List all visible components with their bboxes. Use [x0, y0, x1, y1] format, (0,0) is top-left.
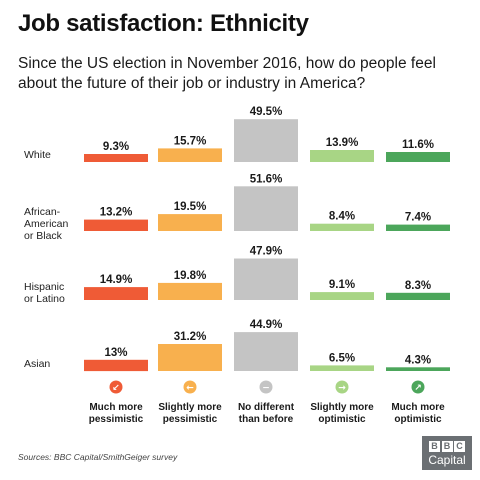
category-label: Asian	[24, 358, 50, 370]
category-label: White	[24, 149, 51, 161]
bar-much_more_optimistic-3	[386, 367, 450, 371]
bar-slightly_more_optimistic-1	[310, 223, 374, 231]
bar-much_more_optimistic-0	[386, 152, 450, 162]
data-label: 11.6%	[402, 139, 434, 151]
slightly-more-optimistic-icon	[335, 380, 349, 394]
legend-label: than before	[239, 414, 294, 425]
bar-slightly_more_optimistic-2	[310, 292, 374, 300]
logo-letter: B	[429, 441, 440, 452]
much-more-pessimistic-icon-glyph: ↙	[112, 384, 120, 394]
data-label: 19.8%	[174, 270, 207, 282]
bar-no_different-3	[234, 332, 298, 371]
bar-much_more_optimistic-1	[386, 224, 450, 231]
legend-label: Much more	[89, 402, 143, 413]
source-note: Sources: BBC Capital/SmithGeiger survey	[18, 452, 178, 462]
logo-word: Capital	[428, 453, 466, 467]
legend-label: optimistic	[318, 414, 366, 425]
logo-letter: B	[441, 441, 453, 452]
bar-slightly_more_pessimistic-2	[158, 282, 222, 300]
legend-label: Much more	[391, 402, 445, 413]
bar-much_more_pessimistic-1	[84, 219, 148, 231]
data-label: 7.4%	[405, 212, 431, 224]
category-label: African-	[24, 206, 61, 218]
much-more-optimistic-icon-glyph: ↗	[414, 384, 422, 394]
data-label: 47.9%	[250, 246, 283, 258]
data-label: 8.3%	[405, 280, 431, 292]
bar-much_more_pessimistic-2	[84, 287, 148, 300]
chart-title: Job satisfaction: Ethnicity	[18, 10, 309, 37]
bar-much_more_optimistic-2	[386, 292, 450, 300]
data-label: 4.3%	[405, 354, 431, 366]
category-label: Hispanic	[24, 281, 64, 293]
legend-label: Slightly more	[158, 402, 222, 413]
legend-label: No different	[238, 402, 295, 413]
data-label: 19.5%	[174, 201, 207, 213]
data-label: 49.5%	[250, 106, 283, 118]
bar-much_more_pessimistic-0	[84, 154, 148, 162]
legend-label: pessimistic	[89, 414, 144, 425]
bbc-capital-logo: B B C Capital	[422, 436, 472, 470]
data-label: 8.4%	[329, 211, 355, 223]
no-different-icon	[259, 380, 273, 394]
data-label: 13.9%	[326, 137, 359, 149]
data-label: 51.6%	[250, 173, 283, 185]
legend-label: optimistic	[394, 414, 442, 425]
data-label: 44.9%	[250, 319, 283, 331]
category-label: American	[24, 218, 69, 230]
no-different-icon-glyph: −	[262, 384, 270, 394]
bar-much_more_pessimistic-3	[84, 359, 148, 372]
data-label: 9.1%	[329, 279, 355, 291]
bar-slightly_more_pessimistic-0	[158, 148, 222, 162]
data-label: 15.7%	[174, 135, 207, 147]
bar-no_different-0	[234, 119, 298, 162]
data-label: 13%	[104, 347, 127, 359]
bar-no_different-1	[234, 186, 298, 231]
slightly-more-optimistic-icon-glyph: →	[338, 384, 346, 394]
legend-label: pessimistic	[163, 414, 218, 425]
bar-no_different-2	[234, 258, 298, 300]
logo-letter: C	[454, 441, 465, 452]
data-label: 9.3%	[103, 141, 129, 153]
legend-label: Slightly more	[310, 402, 374, 413]
data-label: 6.5%	[329, 352, 355, 364]
category-label: or Black	[24, 230, 63, 242]
bar-slightly_more_pessimistic-3	[158, 344, 222, 371]
category-label: or Latino	[24, 293, 65, 305]
data-label: 13.2%	[100, 207, 133, 219]
bar-slightly_more_optimistic-3	[310, 365, 374, 371]
data-label: 31.2%	[174, 331, 207, 343]
much-more-optimistic-icon	[411, 380, 425, 394]
slightly-more-pessimistic-icon-glyph: ←	[186, 384, 194, 394]
bar-slightly_more_optimistic-0	[310, 150, 374, 162]
much-more-pessimistic-icon	[109, 380, 123, 394]
bar-slightly_more_pessimistic-1	[158, 214, 222, 231]
data-label: 14.9%	[100, 274, 133, 286]
slightly-more-pessimistic-icon	[183, 380, 197, 394]
chart-subtitle: Since the US election in November 2016, …	[18, 55, 436, 92]
